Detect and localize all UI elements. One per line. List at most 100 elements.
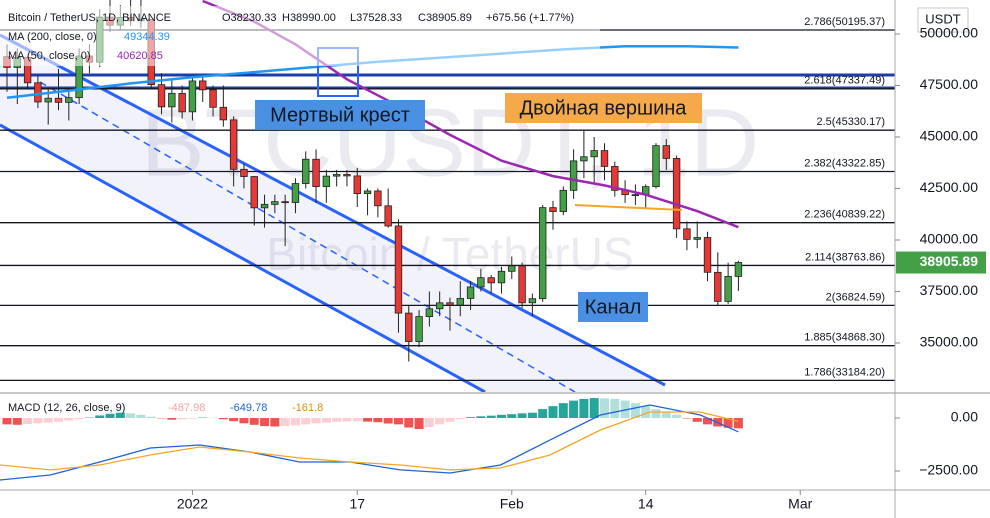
- candle-body: [435, 302, 444, 310]
- histogram-bar: [105, 413, 115, 419]
- histogram-bar: [33, 418, 43, 424]
- histogram-bar: [692, 418, 702, 422]
- annotation: Мертвый крест: [270, 104, 410, 126]
- histogram-bar: [363, 418, 373, 422]
- histogram-bar: [538, 409, 548, 419]
- histogram-bar: [115, 412, 125, 419]
- candle-body: [54, 97, 63, 103]
- histogram-bar: [733, 418, 743, 429]
- candle-body: [157, 84, 166, 108]
- candle-body: [34, 82, 42, 103]
- histogram-bar: [321, 418, 331, 423]
- histogram-bar: [630, 403, 640, 419]
- histogram-bar: [126, 413, 136, 419]
- histogram-bar: [146, 416, 156, 419]
- annotation-box: [505, 93, 702, 123]
- histogram-bar: [280, 418, 290, 427]
- histogram-bar: [383, 418, 393, 424]
- neckline: [574, 204, 683, 211]
- candle-body: [384, 205, 392, 227]
- macd-title: MACD (12, 26, close, 9): [8, 402, 125, 414]
- candle-body: [199, 80, 207, 91]
- candle-body: [291, 183, 300, 203]
- y-tick-label: 35000.00: [920, 334, 979, 350]
- histogram-bar: [290, 418, 300, 426]
- histogram-bar: [486, 415, 496, 419]
- candle-body: [631, 194, 640, 197]
- candle-body: [487, 277, 495, 284]
- candle-body: [250, 176, 258, 209]
- macd-hist-value: -487.98: [168, 402, 205, 414]
- candle-body: [590, 150, 598, 158]
- fib-label: 2.382(43322.85): [804, 157, 885, 169]
- histogram-bar: [260, 418, 270, 427]
- ma-value: 40620.85: [117, 50, 163, 62]
- candle-body: [724, 276, 732, 302]
- last-price-box: [896, 251, 986, 274]
- y-tick-label: −2500.00: [919, 462, 978, 478]
- candle-body: [209, 89, 217, 108]
- histogram-bar: [23, 418, 33, 424]
- candle-body: [466, 286, 475, 299]
- candle-body: [415, 316, 423, 342]
- candle-body: [569, 160, 578, 191]
- candle-body: [271, 201, 279, 205]
- fib-label: 2(36824.59): [826, 291, 885, 303]
- histogram-bar: [476, 416, 486, 419]
- ohlc-high: H38990.00: [282, 12, 336, 24]
- x-tick-label: Feb: [500, 496, 524, 512]
- candle-body: [611, 166, 619, 191]
- candle-body: [65, 97, 73, 103]
- candle-body: [312, 158, 320, 188]
- histogram-bar: [249, 418, 259, 425]
- candle-body: [425, 308, 434, 318]
- candle-body: [374, 190, 382, 207]
- histogram-bar: [373, 418, 383, 423]
- histogram-bar: [496, 414, 506, 419]
- candle-body: [497, 270, 506, 284]
- currency-box[interactable]: [917, 7, 969, 33]
- histogram-bar: [672, 414, 682, 419]
- axes-layer: 2.786(50195.37) 2.618(47337.49) 2.5(45330.…: [177, 16, 986, 512]
- histogram-bar: [404, 418, 414, 428]
- annotation-box: [255, 100, 425, 130]
- candle-body: [446, 302, 454, 306]
- histogram-bar: [610, 398, 620, 419]
- candle-body: [302, 158, 310, 184]
- ma-name: MA (200, close, 0): [8, 31, 97, 43]
- y-tick-label: 37500.00: [920, 282, 979, 298]
- signal-value: -161.8: [292, 402, 323, 414]
- histogram-bar: [74, 418, 84, 420]
- histogram-bar: [229, 418, 239, 422]
- ma-value: 49344.39: [124, 31, 170, 43]
- histogram-bar: [332, 418, 342, 422]
- candle-body: [600, 150, 609, 167]
- fib-label: 2.618(47337.49): [804, 75, 885, 87]
- candle-body: [549, 207, 557, 212]
- histogram-bar: [435, 418, 445, 425]
- histogram-bar: [651, 409, 661, 419]
- candle-body: [322, 175, 331, 188]
- candle-body: [538, 207, 547, 300]
- histogram-bar: [270, 418, 280, 427]
- histogram-bar: [569, 400, 579, 419]
- candle-body: [734, 262, 743, 277]
- ohlc-change: +675.56 (+1.77%): [486, 12, 574, 24]
- histogram-bar: [12, 418, 22, 425]
- channel-upper: [0, 33, 666, 387]
- candle-body: [219, 106, 228, 121]
- channel-fill: [0, 35, 665, 392]
- candle-body: [477, 277, 485, 288]
- histogram-bar: [167, 418, 177, 420]
- candle-body: [528, 298, 537, 304]
- fib-label: 1.885(34868.30): [804, 332, 885, 344]
- annotation: Двойная вершина: [520, 97, 688, 119]
- histogram-bar: [641, 406, 651, 419]
- candle-body: [672, 158, 681, 230]
- candle-body: [683, 228, 691, 240]
- x-tick-label: 14: [638, 496, 654, 512]
- candle-body: [44, 97, 52, 103]
- y-tick-label: 0.00: [951, 409, 978, 425]
